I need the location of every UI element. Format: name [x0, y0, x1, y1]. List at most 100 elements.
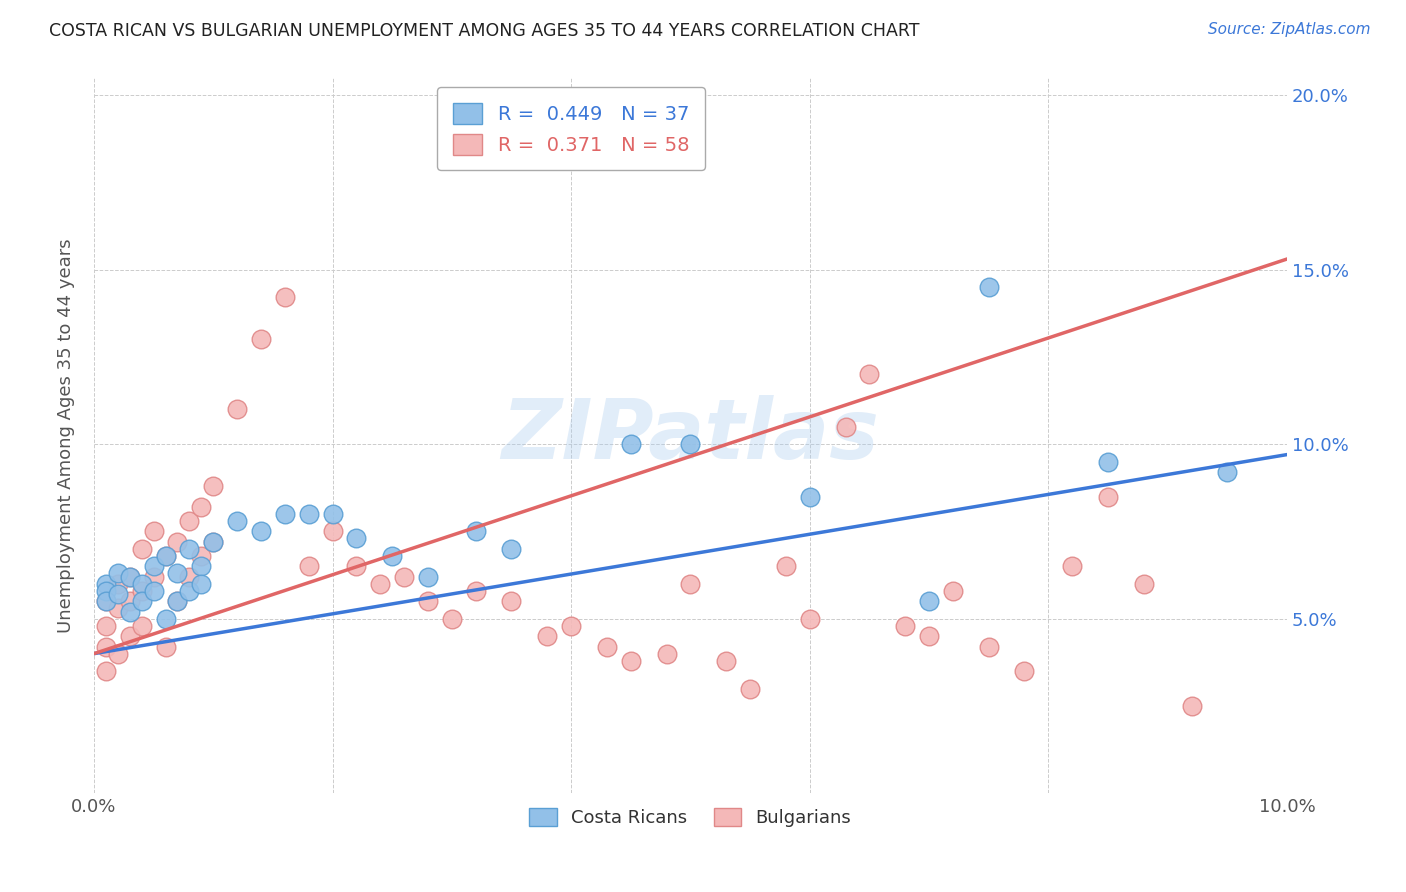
Point: [416, 570, 439, 584]
Point: [166, 594, 188, 608]
Point: [226, 402, 249, 417]
Point: [155, 549, 177, 563]
Point: [131, 577, 153, 591]
Point: [392, 570, 415, 584]
Point: [190, 500, 212, 514]
Point: [834, 419, 856, 434]
Point: [190, 577, 212, 591]
Point: [94, 594, 117, 608]
Point: [131, 583, 153, 598]
Point: [118, 594, 141, 608]
Point: [1014, 664, 1036, 678]
Point: [202, 535, 225, 549]
Text: Source: ZipAtlas.com: Source: ZipAtlas.com: [1208, 22, 1371, 37]
Point: [166, 566, 188, 581]
Point: [977, 280, 1000, 294]
Point: [118, 605, 141, 619]
Point: [179, 583, 201, 598]
Point: [799, 612, 821, 626]
Point: [858, 368, 880, 382]
Point: [344, 559, 367, 574]
Point: [179, 541, 201, 556]
Point: [274, 290, 297, 304]
Point: [679, 437, 702, 451]
Point: [131, 594, 153, 608]
Point: [190, 549, 212, 563]
Point: [620, 654, 643, 668]
Point: [620, 437, 643, 451]
Point: [142, 559, 165, 574]
Point: [107, 577, 129, 591]
Point: [977, 640, 1000, 654]
Point: [942, 583, 965, 598]
Point: [775, 559, 797, 574]
Point: [94, 583, 117, 598]
Point: [716, 654, 738, 668]
Point: [166, 535, 188, 549]
Point: [1216, 465, 1239, 479]
Point: [94, 664, 117, 678]
Point: [131, 541, 153, 556]
Point: [344, 532, 367, 546]
Point: [501, 541, 523, 556]
Point: [107, 601, 129, 615]
Point: [368, 577, 391, 591]
Point: [190, 559, 212, 574]
Point: [894, 618, 917, 632]
Point: [107, 566, 129, 581]
Point: [298, 507, 321, 521]
Point: [179, 570, 201, 584]
Point: [381, 549, 404, 563]
Point: [918, 594, 941, 608]
Y-axis label: Unemployment Among Ages 35 to 44 years: Unemployment Among Ages 35 to 44 years: [58, 238, 75, 632]
Point: [155, 612, 177, 626]
Point: [142, 570, 165, 584]
Point: [226, 514, 249, 528]
Point: [322, 507, 344, 521]
Point: [155, 549, 177, 563]
Point: [679, 577, 702, 591]
Point: [655, 647, 678, 661]
Point: [1062, 559, 1084, 574]
Point: [142, 524, 165, 539]
Point: [322, 524, 344, 539]
Point: [440, 612, 463, 626]
Point: [560, 618, 582, 632]
Point: [131, 618, 153, 632]
Legend: Costa Ricans, Bulgarians: Costa Ricans, Bulgarians: [522, 801, 859, 834]
Point: [118, 570, 141, 584]
Point: [501, 594, 523, 608]
Point: [94, 640, 117, 654]
Point: [1133, 577, 1156, 591]
Point: [142, 583, 165, 598]
Point: [202, 535, 225, 549]
Point: [107, 587, 129, 601]
Point: [298, 559, 321, 574]
Point: [464, 583, 486, 598]
Point: [1180, 699, 1202, 714]
Point: [596, 640, 619, 654]
Text: COSTA RICAN VS BULGARIAN UNEMPLOYMENT AMONG AGES 35 TO 44 YEARS CORRELATION CHAR: COSTA RICAN VS BULGARIAN UNEMPLOYMENT AM…: [49, 22, 920, 40]
Point: [274, 507, 297, 521]
Point: [250, 332, 273, 346]
Point: [107, 647, 129, 661]
Point: [464, 524, 486, 539]
Point: [1097, 454, 1119, 468]
Point: [118, 570, 141, 584]
Point: [799, 490, 821, 504]
Point: [536, 629, 558, 643]
Point: [738, 681, 761, 696]
Point: [155, 640, 177, 654]
Text: ZIPatlas: ZIPatlas: [502, 395, 879, 476]
Point: [250, 524, 273, 539]
Point: [94, 594, 117, 608]
Point: [918, 629, 941, 643]
Point: [202, 479, 225, 493]
Point: [416, 594, 439, 608]
Point: [179, 514, 201, 528]
Point: [94, 577, 117, 591]
Point: [94, 618, 117, 632]
Point: [118, 629, 141, 643]
Point: [1097, 490, 1119, 504]
Point: [166, 594, 188, 608]
